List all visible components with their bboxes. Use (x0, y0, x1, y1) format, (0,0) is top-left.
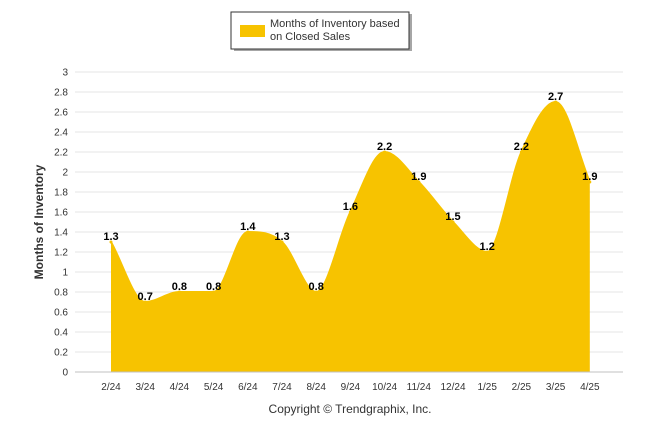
x-tick-label: 2/24 (101, 382, 121, 393)
x-tick-label: 5/24 (204, 382, 224, 393)
series-area (111, 102, 590, 372)
data-label: 2.2 (377, 141, 392, 153)
data-label: 2.2 (514, 141, 529, 153)
x-tick-label: 3/25 (546, 382, 566, 393)
y-tick-label: 1.8 (54, 188, 68, 199)
data-point (588, 180, 592, 184)
data-label: 1.3 (103, 231, 118, 243)
data-label: 1.4 (240, 221, 256, 233)
data-point (348, 210, 352, 214)
data-label: 0.8 (206, 281, 221, 293)
y-tick-label: 2.2 (54, 148, 68, 159)
y-tick-label: 2.4 (54, 128, 68, 139)
x-tick-label: 9/24 (341, 382, 361, 393)
data-label: 1.3 (274, 231, 289, 243)
y-tick-label: 0 (62, 368, 68, 379)
data-point (109, 240, 113, 244)
legend-label-line2: on Closed Sales (270, 31, 351, 43)
data-point (212, 290, 216, 294)
x-axis-tick-labels: 2/24 3/24 4/24 5/24 6/24 7/24 8/24 9/24 10/24 11/… (101, 382, 600, 393)
y-tick-label: 2.8 (54, 88, 68, 99)
legend-label-line1: Months of Inventory based (270, 18, 400, 30)
data-labels: 1.3 0.7 0.8 0.8 1.4 1.3 0.8 1.6 2.2 1.9 1.5 1.2 2.2 2… (103, 91, 597, 303)
y-tick-label: 2 (62, 168, 68, 179)
data-point (143, 300, 147, 304)
copyright-text: Copyright © Trendgraphix, Inc. (269, 402, 432, 416)
legend: Months of Inventory based on Closed Sale… (230, 11, 412, 51)
x-tick-label: 1/25 (477, 382, 497, 393)
data-label: 0.7 (138, 291, 153, 303)
y-axis-tick-labels: 0 0.2 0.4 0.6 0.8 1 1.2 1.4 1.6 1.8 2 2.2 2.4 2.6 2.8 3 (54, 68, 68, 379)
x-tick-label: 8/24 (306, 382, 326, 393)
y-tick-label: 1.6 (54, 208, 68, 219)
x-tick-label: 12/24 (440, 382, 465, 393)
data-label: 1.9 (411, 171, 426, 183)
data-point (519, 150, 523, 154)
y-tick-label: 1.4 (54, 228, 68, 239)
y-tick-label: 0.6 (54, 308, 68, 319)
x-tick-label: 2/25 (512, 382, 532, 393)
x-tick-label: 4/25 (580, 382, 600, 393)
y-tick-label: 3 (62, 68, 68, 79)
series-area-group (109, 100, 592, 372)
data-point (554, 100, 558, 104)
data-point (485, 250, 489, 254)
data-label: 0.8 (172, 281, 187, 293)
data-label: 1.5 (445, 211, 460, 223)
data-point (246, 230, 250, 234)
x-tick-label: 11/24 (407, 382, 432, 393)
y-axis-title: Months of Inventory (32, 164, 46, 279)
y-tick-label: 0.4 (54, 328, 68, 339)
y-tick-label: 0.2 (54, 348, 68, 359)
data-label: 2.7 (548, 91, 563, 103)
legend-swatch (240, 25, 265, 37)
x-tick-label: 10/24 (372, 382, 397, 393)
data-point (177, 290, 181, 294)
data-point (417, 180, 421, 184)
x-tick-label: 4/24 (170, 382, 190, 393)
data-label: 0.8 (309, 281, 324, 293)
y-tick-label: 1.2 (54, 248, 68, 259)
data-label: 1.6 (343, 201, 358, 213)
x-tick-label: 6/24 (238, 382, 258, 393)
data-point (451, 220, 455, 224)
y-tick-label: 0.8 (54, 288, 68, 299)
data-point (383, 150, 387, 154)
y-tick-label: 2.6 (54, 108, 68, 119)
x-tick-label: 7/24 (272, 382, 292, 393)
data-point (280, 240, 284, 244)
data-point (314, 290, 318, 294)
y-tick-label: 1 (62, 268, 68, 279)
data-label: 1.9 (582, 171, 597, 183)
data-label: 1.2 (480, 241, 495, 253)
x-tick-label: 3/24 (135, 382, 155, 393)
